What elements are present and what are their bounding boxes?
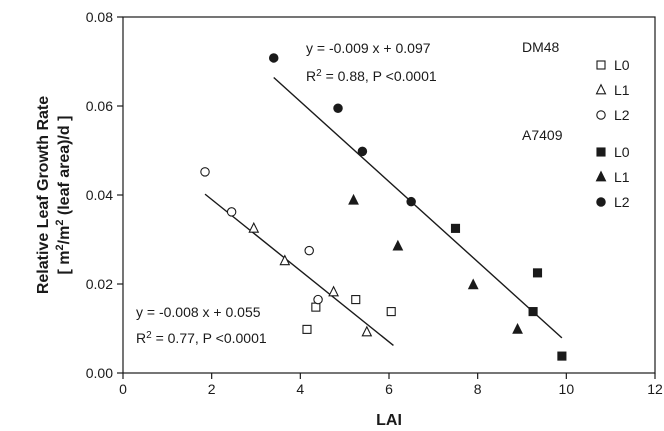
y-axis-title-unit-c: (leaf area)/d ] [56,116,73,220]
r-stats: = 0.88, P <0.0001 [322,68,437,84]
x-tick-label: 12 [647,381,663,397]
legend-marker-open-triangle [595,83,607,95]
data-point-dm48-l2 [226,207,237,217]
data-point-a7409-l2 [406,196,416,207]
legend-label: L0 [614,144,630,160]
y-axis-title-sup-b: 2 [54,220,66,226]
y-tick-label: 0.00 [86,365,113,381]
x-axis-title: LAI [376,412,402,429]
legend-label: L2 [614,107,630,123]
data-points [200,53,567,361]
legend-label: L1 [614,82,630,98]
data-point-dm48-l1 [328,285,339,297]
data-point-a7409-l2 [333,103,343,113]
data-point-dm48-l0 [386,307,396,317]
data-point-a7409-l0 [532,268,543,278]
y-axis-title: Relative Leaf Growth Rate [ m2/m2 (leaf … [35,96,73,294]
legend-entries-dm48: L0 L1 L2 [595,57,630,123]
y-axis-title-unit-a: [ m [56,250,73,274]
data-point-a7409-l1 [512,322,523,334]
y-tick-label: 0.06 [86,98,113,114]
data-point-a7409-l1 [467,278,479,290]
data-point-dm48-l0 [302,324,312,334]
data-point-dm48-l1 [361,325,373,337]
regression-stats-a7409: R2 = 0.88, P <0.0001 [306,68,437,85]
legend-marker-open-square [596,60,606,70]
data-point-a7409-l1 [348,193,359,205]
y-axis-title-sup-a: 2 [54,244,66,250]
data-point-dm48-l1 [248,221,260,233]
data-point-a7409-l1 [392,239,404,251]
data-point-dm48-l2 [313,294,323,305]
data-point-dm48-l2 [304,245,314,256]
r-stats: = 0.77, P <0.0001 [152,330,267,346]
x-tick-label: 4 [296,381,304,397]
data-point-dm48-l0 [351,295,361,305]
data-point-a7409-l0 [528,307,538,317]
data-point-a7409-l0 [557,351,567,361]
r-symbol: R [306,68,316,84]
legend-marker-open-circle [596,110,606,120]
regression-equation-dm48: y = -0.008 x + 0.055 [136,304,261,320]
y-axis-title-line2: [ m2/m2 (leaf area)/d ] [54,116,73,275]
legend-group-dm48: DM48 [522,39,560,55]
legend-label: L1 [614,169,630,185]
y-tick-label: 0.04 [86,187,113,203]
x-tick-label: 6 [385,381,393,397]
y-axis-ticks: 0.00 0.02 0.04 0.06 0.08 [86,9,123,381]
regression-lines [204,77,563,346]
x-tick-label: 8 [474,381,482,397]
x-tick-label: 2 [208,381,216,397]
legend-marker-filled-triangle [595,170,607,182]
r-sup: 2 [316,68,322,79]
y-tick-label: 0.08 [86,9,113,25]
legend-entries-a7409: L0 L1 L2 [595,144,630,210]
regression-annotation-dm48: y = -0.008 x + 0.055 R2 = 0.77, P <0.000… [136,304,267,346]
r-symbol: R [136,330,146,346]
data-point-dm48-l0 [311,302,321,312]
data-point-dm48-l2 [200,167,210,177]
data-point-dm48-l1 [279,254,291,266]
legend-label: L0 [614,57,630,73]
x-tick-label: 0 [119,381,127,397]
y-tick-label: 0.02 [86,276,113,292]
regression-stats-dm48: R2 = 0.77, P <0.0001 [136,330,267,347]
data-point-a7409-l2 [268,53,279,63]
regression-line-dm48 [204,193,394,346]
legend-marker-filled-square [596,147,606,157]
legend-label: L2 [614,194,630,210]
y-axis-title-line1: Relative Leaf Growth Rate [35,96,52,294]
x-axis-ticks: 0 2 4 6 8 10 12 [119,373,663,397]
x-tick-label: 10 [559,381,575,397]
regression-line-a7409 [273,77,563,339]
r-sup: 2 [146,330,152,341]
data-point-a7409-l0 [450,223,461,233]
y-axis-title-unit-b: /m [56,226,73,245]
regression-equation-a7409: y = -0.009 x + 0.097 [306,40,431,56]
data-point-a7409-l2 [357,146,368,157]
regression-annotation-a7409: y = -0.009 x + 0.097 R2 = 0.88, P <0.000… [306,40,437,84]
legend: DM48 L0 L1 L2 A7409 L0 L1 L2 [522,39,630,210]
legend-group-a7409: A7409 [522,127,563,143]
legend-marker-filled-circle [596,197,606,207]
